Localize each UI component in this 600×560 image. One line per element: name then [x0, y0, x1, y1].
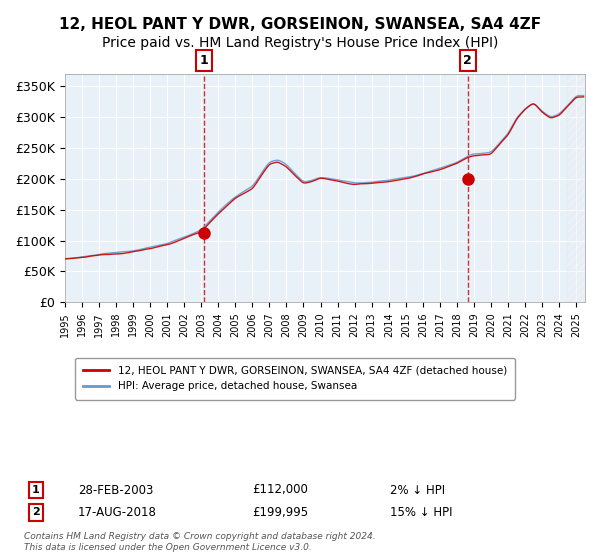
Text: £112,000: £112,000 — [252, 483, 308, 497]
Text: £199,995: £199,995 — [252, 506, 308, 519]
Legend: 12, HEOL PANT Y DWR, GORSEINON, SWANSEA, SA4 4ZF (detached house), HPI: Average : 12, HEOL PANT Y DWR, GORSEINON, SWANSEA,… — [75, 358, 515, 399]
Bar — [566, 74, 593, 302]
Text: 1: 1 — [32, 485, 40, 495]
Text: Price paid vs. HM Land Registry's House Price Index (HPI): Price paid vs. HM Land Registry's House … — [102, 36, 498, 50]
Text: 17-AUG-2018: 17-AUG-2018 — [78, 506, 157, 519]
Text: 15% ↓ HPI: 15% ↓ HPI — [390, 506, 452, 519]
Text: Contains HM Land Registry data © Crown copyright and database right 2024.
This d: Contains HM Land Registry data © Crown c… — [24, 532, 376, 552]
Text: 2: 2 — [463, 54, 472, 67]
Text: 1: 1 — [200, 54, 208, 67]
Text: 28-FEB-2003: 28-FEB-2003 — [78, 483, 154, 497]
Bar — [566, 74, 593, 302]
Text: 12, HEOL PANT Y DWR, GORSEINON, SWANSEA, SA4 4ZF: 12, HEOL PANT Y DWR, GORSEINON, SWANSEA,… — [59, 17, 541, 32]
Text: 2% ↓ HPI: 2% ↓ HPI — [390, 483, 445, 497]
Text: 2: 2 — [32, 507, 40, 517]
